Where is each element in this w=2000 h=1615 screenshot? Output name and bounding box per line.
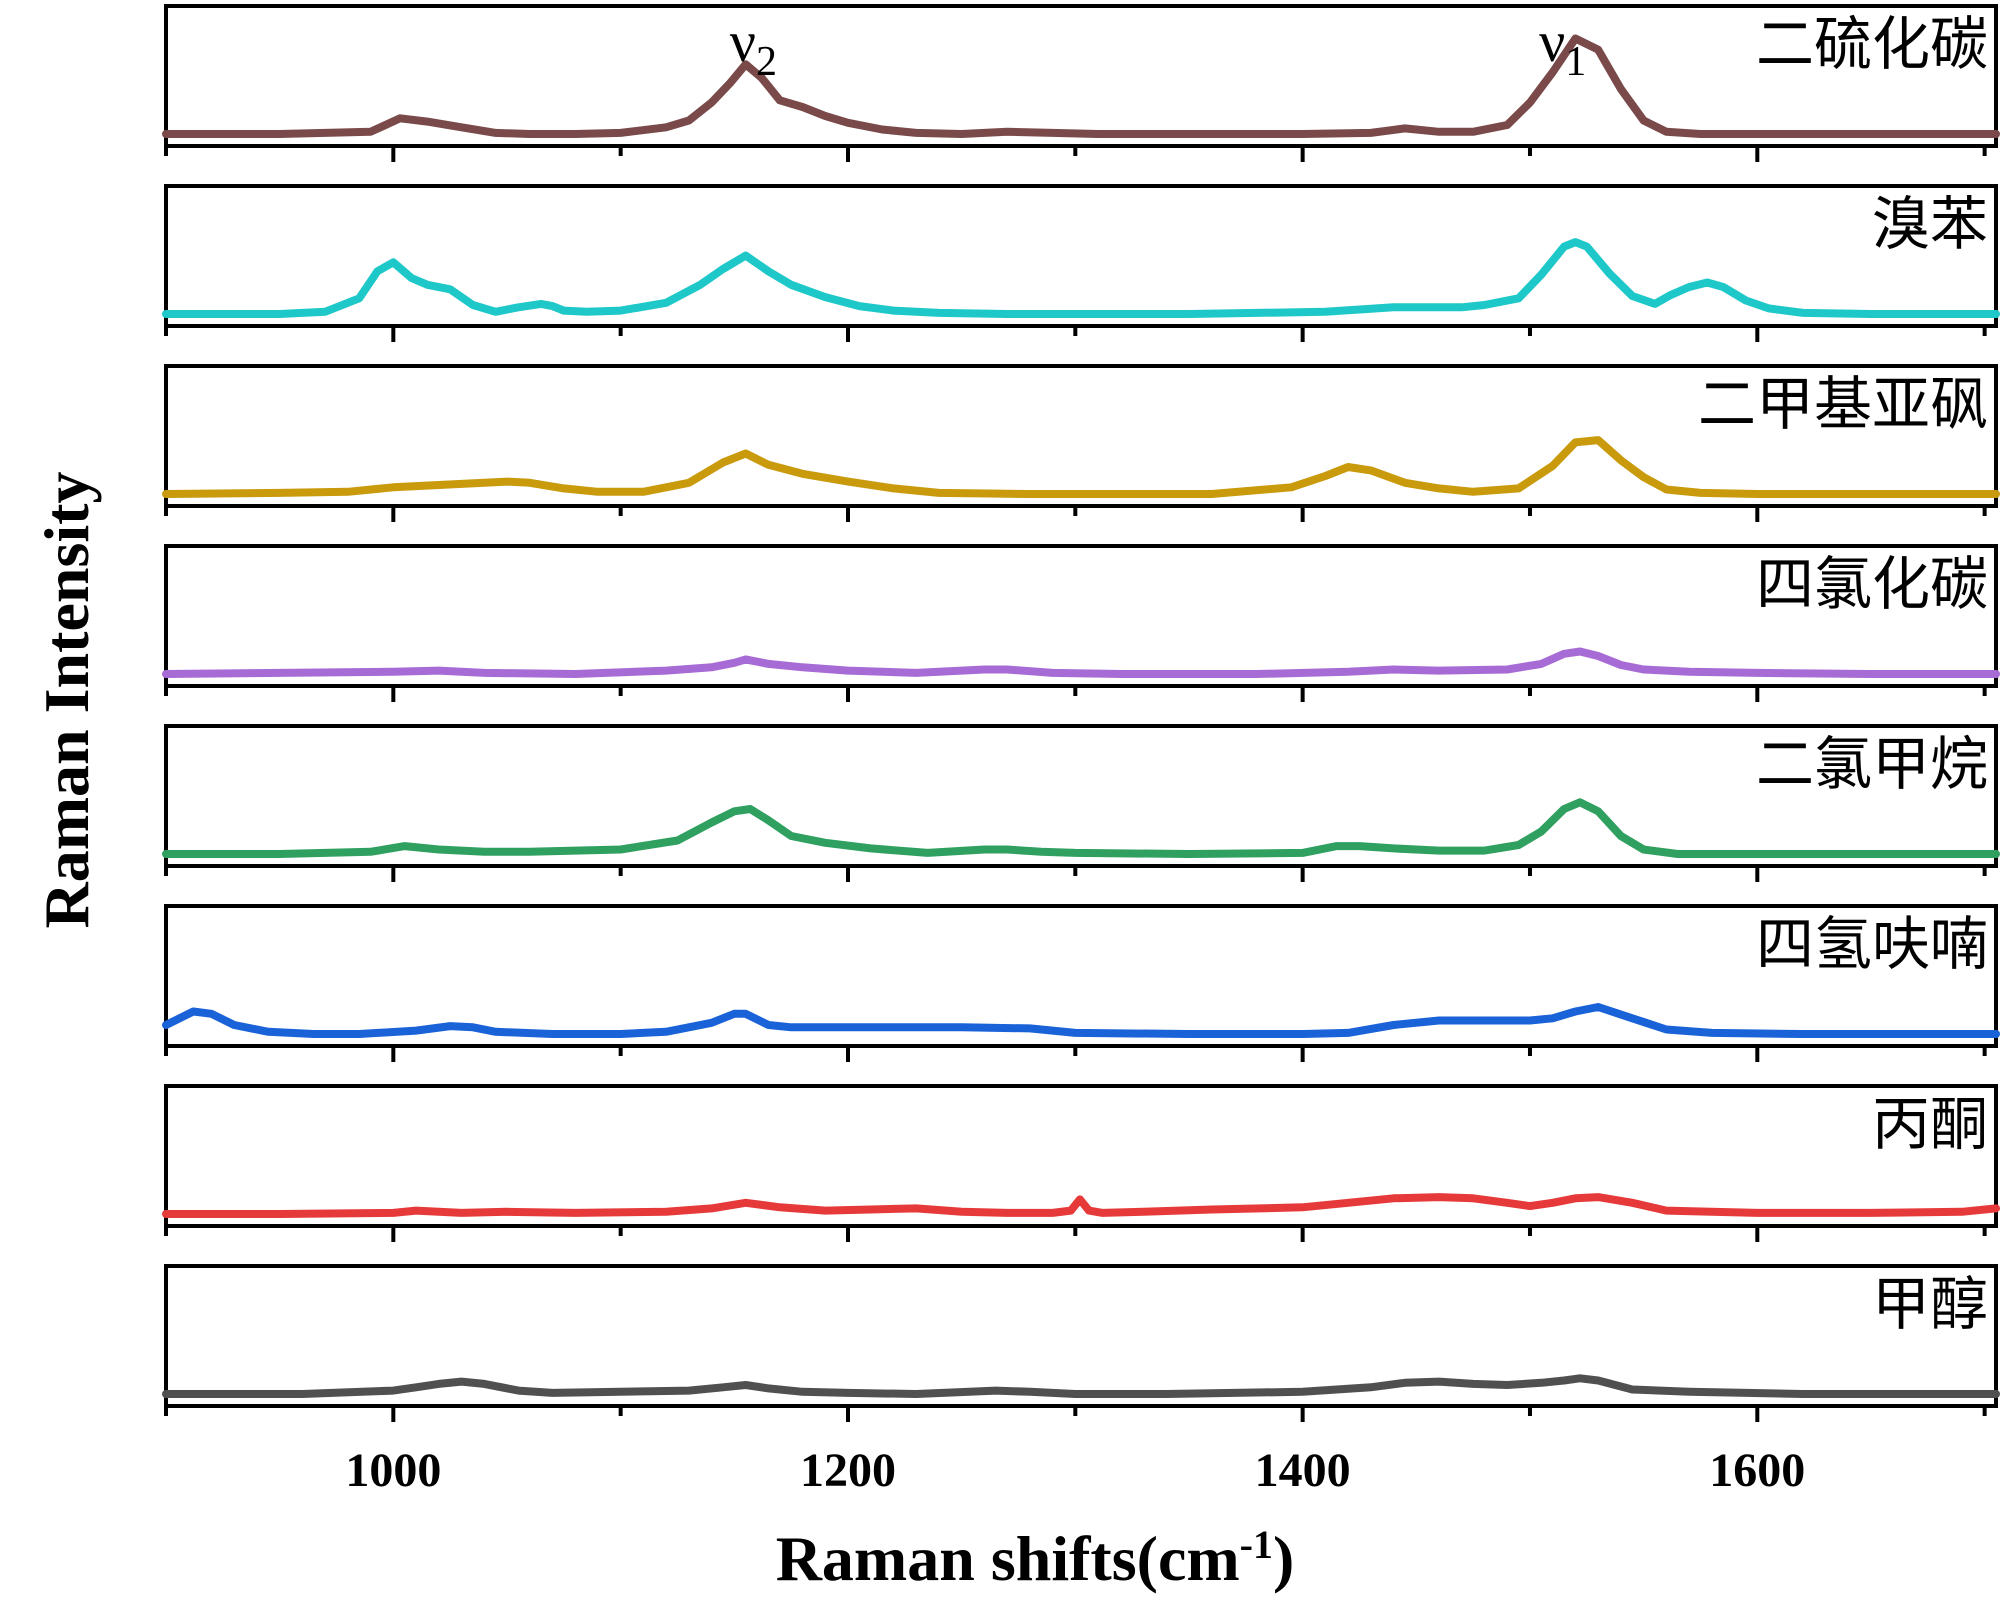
series-line bbox=[162, 798, 2000, 858]
series-label: 丙酮 bbox=[1872, 1090, 1988, 1158]
panel-frame bbox=[164, 364, 1998, 508]
series-line bbox=[162, 1193, 2000, 1218]
panel-5: 二氯甲烷 bbox=[162, 724, 2000, 882]
x-tick-labels: 1000 1200 1400 1600 bbox=[345, 1444, 1805, 1497]
y-axis-title: Raman Intensity bbox=[31, 472, 102, 929]
series-label: 二硫化碳 bbox=[1756, 10, 1988, 78]
panel-6: 四氢呋喃 bbox=[162, 904, 2000, 1062]
x-axis-title: Raman shifts(cm-1) bbox=[776, 1522, 1295, 1595]
peak-annotation-subscript: 2 bbox=[756, 39, 777, 85]
panel-3: 二甲基亚砜 bbox=[162, 364, 2000, 522]
series-label: 二氯甲烷 bbox=[1756, 730, 1988, 798]
panel-7: 丙酮 bbox=[162, 1084, 2000, 1242]
series-label: 四氯化碳 bbox=[1756, 550, 1988, 618]
panel-1: 二硫化碳 bbox=[162, 4, 2000, 162]
series-line bbox=[162, 238, 2000, 318]
panel-2: 溴苯 bbox=[162, 184, 2000, 342]
series-line bbox=[162, 1374, 2000, 1398]
x-tick-label: 1200 bbox=[800, 1444, 896, 1497]
x-tick-label: 1600 bbox=[1709, 1444, 1805, 1497]
series-label: 溴苯 bbox=[1872, 190, 1988, 258]
peak-annotation-subscript: 1 bbox=[1565, 39, 1586, 85]
peak-annotation: ν2 bbox=[730, 9, 777, 85]
x-tick-label: 1400 bbox=[1255, 1444, 1351, 1497]
x-tick-label: 1000 bbox=[345, 1444, 441, 1497]
panel-4: 四氯化碳 bbox=[162, 544, 2000, 702]
peak-annotation-base: ν bbox=[1539, 9, 1565, 74]
panel-frame bbox=[164, 184, 1998, 328]
series-label: 甲醇 bbox=[1872, 1270, 1988, 1338]
series-line bbox=[162, 436, 2000, 498]
panel-8: 甲醇 bbox=[162, 1264, 2000, 1422]
peak-annotation-base: ν bbox=[730, 9, 756, 74]
panel-frame bbox=[164, 904, 1998, 1048]
series-line bbox=[162, 647, 2000, 678]
panel-frame bbox=[164, 1084, 1998, 1228]
panel-frame bbox=[164, 544, 1998, 688]
peak-annotation: ν1 bbox=[1539, 9, 1586, 85]
panel-frame bbox=[164, 4, 1998, 148]
x-axis-title-suffix: ) bbox=[1273, 1523, 1294, 1594]
series-label: 二甲基亚砜 bbox=[1698, 370, 1988, 438]
series-line bbox=[162, 34, 2000, 138]
x-axis-title-superscript: -1 bbox=[1240, 1522, 1273, 1567]
series-label: 四氢呋喃 bbox=[1756, 910, 1988, 978]
series-line bbox=[162, 1003, 2000, 1038]
panel-frame bbox=[164, 724, 1998, 868]
x-axis-title-main: Raman shifts(cm bbox=[776, 1523, 1240, 1594]
panel-frame bbox=[164, 1264, 1998, 1408]
